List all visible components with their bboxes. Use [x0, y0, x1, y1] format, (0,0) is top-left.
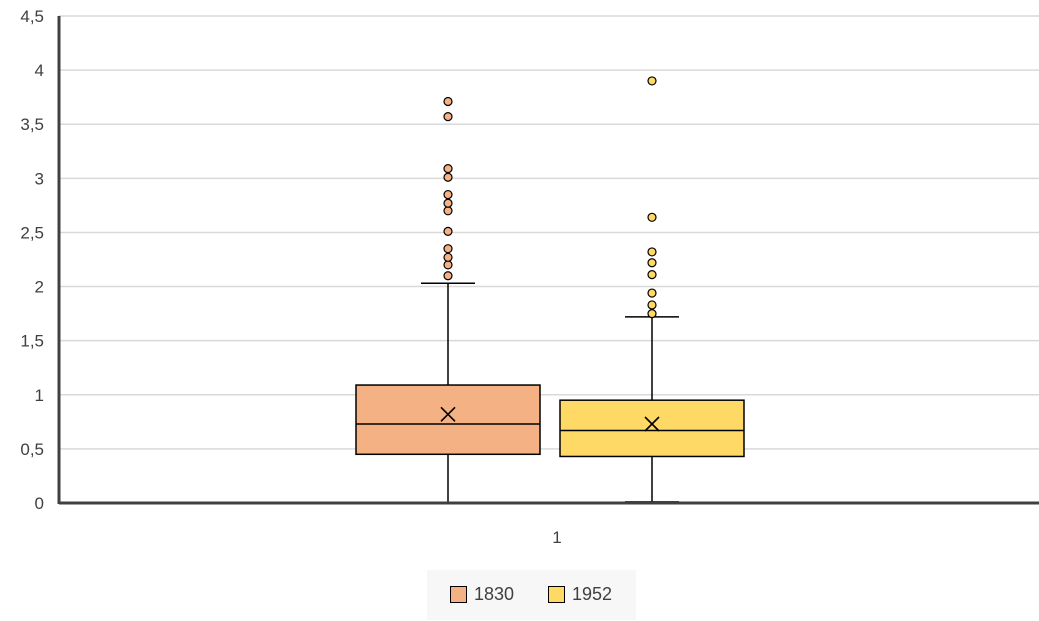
outlier-point — [443, 260, 453, 270]
outlier-point — [647, 76, 657, 86]
outlier-point — [443, 172, 453, 182]
y-tick-label: 0 — [35, 494, 44, 513]
outlier-point — [647, 270, 657, 280]
outlier-point — [443, 226, 453, 236]
legend-label-1952: 1952 — [572, 584, 613, 604]
mean-marker — [440, 406, 456, 422]
legend-swatch-1952 — [548, 586, 565, 603]
outlier-point — [647, 258, 657, 268]
outlier-point — [443, 206, 453, 216]
outlier-point — [443, 163, 453, 174]
box-plot-chart: 0 0,5 1 1,5 2 2,5 3 3,5 4 4,5 1 — [20, 7, 1039, 547]
y-tick-label: 0,5 — [20, 440, 44, 459]
outlier-point — [647, 247, 657, 257]
outlier-point — [443, 112, 453, 122]
y-tick-label: 3 — [35, 169, 44, 188]
mean-marker — [644, 416, 660, 432]
y-tick-label: 2,5 — [20, 223, 44, 242]
outlier-point — [647, 288, 657, 298]
outlier-point — [443, 198, 453, 208]
outlier-point — [647, 300, 657, 310]
outlier-point — [443, 271, 453, 281]
y-tick-label: 2 — [35, 278, 44, 297]
box-series — [355, 76, 745, 504]
box-1952 — [559, 76, 745, 503]
gridlines — [59, 15, 1039, 450]
outlier-point — [443, 252, 453, 262]
y-tick-label: 4,5 — [20, 7, 44, 26]
y-tick-label: 1 — [35, 386, 44, 405]
legend-item-1830: 1830 — [450, 584, 514, 605]
box-iqr — [559, 399, 745, 458]
legend-swatch-1830 — [450, 586, 467, 603]
x-category-label: 1 — [552, 528, 561, 547]
y-tick-label: 4 — [35, 61, 44, 80]
outlier-point — [443, 189, 453, 200]
box-1830 — [355, 96, 541, 504]
outlier-point — [647, 309, 657, 319]
legend: 1830 1952 — [427, 570, 636, 620]
y-tick-label: 3,5 — [20, 115, 44, 134]
box-iqr — [355, 384, 541, 456]
legend-item-1952: 1952 — [548, 584, 612, 605]
outlier-point — [443, 244, 453, 254]
y-tick-label: 1,5 — [20, 332, 44, 351]
outlier-point — [647, 212, 657, 222]
y-axis-tick-labels: 0 0,5 1 1,5 2 2,5 3 3,5 4 4,5 — [20, 7, 44, 513]
legend-label-1830: 1830 — [474, 584, 515, 604]
outlier-point — [443, 96, 453, 107]
